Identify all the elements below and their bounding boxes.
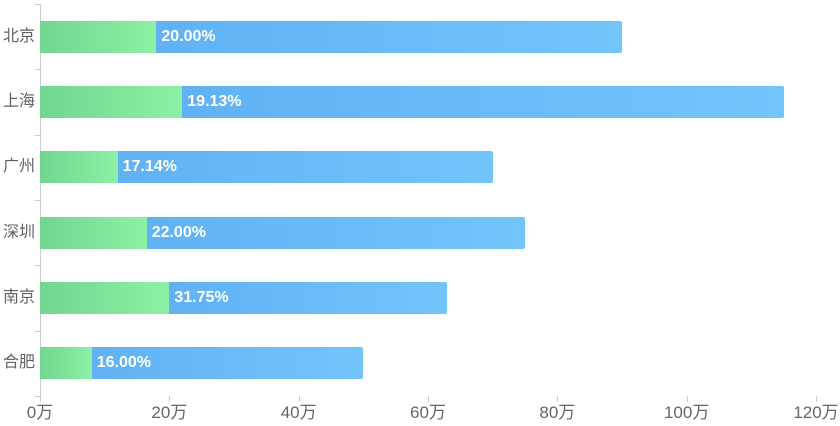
x-axis-tick-120万: [816, 396, 817, 402]
category-label-4: 深圳: [2, 223, 35, 241]
x-axis-label-120万: 120万: [793, 403, 839, 422]
green-bar-segment[interactable]: [40, 20, 157, 53]
x-axis-label-0万: 0万: [26, 403, 54, 422]
blue-bar-segment[interactable]: 22.00%: [146, 216, 525, 249]
green-bar-segment[interactable]: [40, 86, 183, 118]
bar-row-1: 20.00%: [40, 20, 622, 53]
x-axis-tick-80万: [557, 396, 559, 402]
bar-row-3: 17.14%: [40, 151, 493, 184]
y-axis-tick: [35, 330, 40, 332]
blue-bar-segment[interactable]: 17.14%: [117, 151, 493, 184]
bar-percentage-label: 16.00%: [96, 354, 151, 372]
green-bar-segment[interactable]: [40, 282, 170, 314]
category-label-5: 南京: [2, 289, 35, 306]
bar-row-6: 16.00%: [40, 347, 364, 380]
x-axis-label-40万: 40万: [280, 403, 317, 422]
x-axis-label-60万: 60万: [410, 403, 446, 422]
category-label-3: 广州: [2, 158, 35, 176]
x-axis-tick-20万: [169, 396, 171, 402]
category-label-6: 合肥: [2, 354, 35, 372]
x-axis-tick-0万: [40, 396, 41, 402]
y-axis-tick: [35, 200, 40, 201]
blue-bar-segment[interactable]: 16.00%: [91, 347, 364, 380]
green-bar-segment[interactable]: [40, 216, 147, 249]
x-axis-label-80万: 80万: [539, 403, 576, 422]
blue-bar-segment[interactable]: 19.13%: [182, 86, 784, 118]
green-bar-segment[interactable]: [40, 151, 118, 184]
blue-bar-segment[interactable]: 31.75%: [169, 282, 448, 314]
y-axis-tick: [35, 265, 40, 267]
bar-percentage-label: 22.00%: [151, 223, 206, 241]
category-label-2: 上海: [2, 93, 35, 110]
bar-row-2: 19.13%: [40, 86, 784, 118]
bar-row-4: 22.00%: [40, 216, 525, 249]
x-axis-tick-40万: [298, 396, 300, 402]
bar-row-5: 31.75%: [40, 282, 448, 314]
x-axis-tick-100万: [686, 396, 688, 402]
x-axis-label-100万: 100万: [663, 403, 710, 422]
y-axis-line: [40, 4, 41, 402]
green-bar-segment[interactable]: [40, 347, 92, 380]
y-axis-tick: [35, 134, 40, 136]
y-axis-tick: [35, 4, 40, 5]
bar-percentage-label: 19.13%: [187, 93, 242, 110]
y-axis-tick: [35, 69, 40, 71]
x-axis-label-20万: 20万: [151, 403, 188, 422]
x-axis-tick-60万: [428, 396, 429, 402]
bar-percentage-label: 17.14%: [122, 158, 177, 176]
bar-percentage-label: 31.75%: [174, 289, 229, 306]
bar-percentage-label: 20.00%: [161, 27, 216, 45]
blue-bar-segment[interactable]: 20.00%: [156, 20, 622, 53]
category-label-1: 北京: [2, 27, 35, 45]
y-axis-tick: [35, 396, 40, 397]
